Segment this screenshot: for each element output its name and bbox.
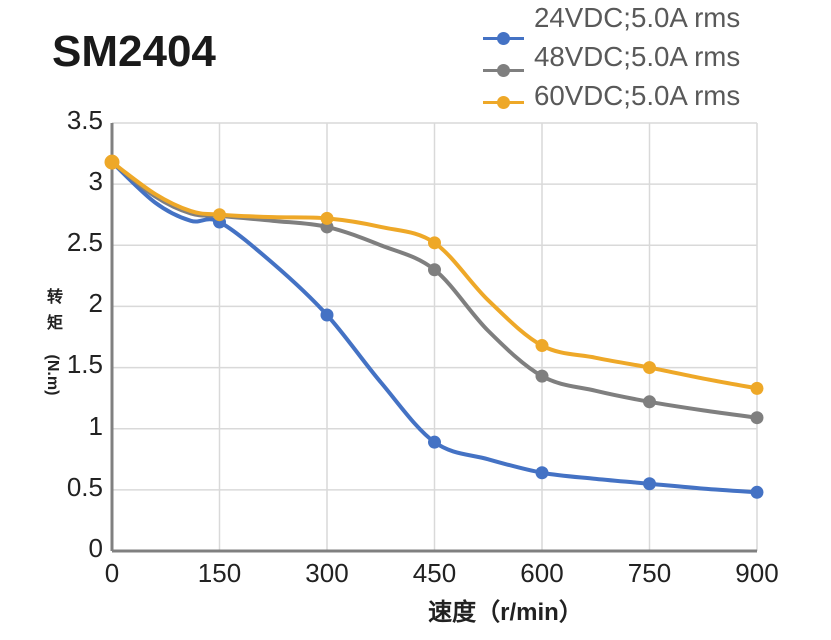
svg-text:3.5: 3.5 [67,105,103,135]
svg-text:矩: 矩 [47,313,63,332]
svg-text:转: 转 [47,287,63,306]
svg-text:2.5: 2.5 [67,227,103,257]
svg-text:300: 300 [305,558,348,588]
svg-text:速度（r/min）: 速度（r/min） [428,598,583,626]
svg-text:1.5: 1.5 [67,349,103,379]
svg-text:3: 3 [89,166,103,196]
svg-text:0: 0 [89,533,103,563]
svg-text:750: 750 [628,558,671,588]
svg-text:0.5: 0.5 [67,472,103,502]
svg-text:450: 450 [413,558,456,588]
svg-text:0: 0 [105,558,119,588]
svg-text:900: 900 [735,558,778,588]
svg-text:1: 1 [89,411,103,441]
svg-text:150: 150 [198,558,241,588]
svg-text:2: 2 [89,288,103,318]
svg-text:(N.m): (N.m) [44,355,61,396]
svg-text:600: 600 [520,558,563,588]
